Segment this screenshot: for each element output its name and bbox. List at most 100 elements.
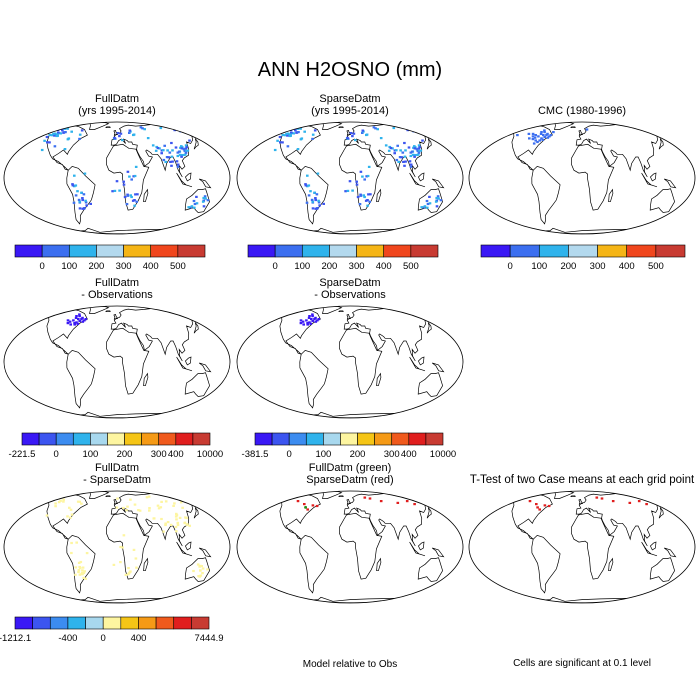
grid-cell bbox=[75, 184, 78, 186]
grid-cell bbox=[316, 505, 319, 507]
grid-cell bbox=[420, 206, 423, 208]
grid-cell bbox=[380, 137, 383, 139]
grid-cell bbox=[403, 165, 406, 167]
colorbar-swatch bbox=[178, 245, 205, 257]
grid-cell bbox=[184, 522, 187, 524]
grid-cell bbox=[423, 497, 426, 499]
grid-cell bbox=[364, 497, 367, 499]
coastline-africa bbox=[107, 513, 149, 579]
colorbar-swatch bbox=[656, 245, 685, 257]
grid-cell bbox=[411, 151, 414, 153]
coastline-southAmerica bbox=[67, 166, 95, 224]
grid-cell bbox=[135, 567, 138, 569]
colorbar-swatch bbox=[340, 433, 357, 445]
grid-cell bbox=[186, 523, 189, 525]
grid-cell bbox=[183, 148, 186, 150]
grid-cell bbox=[73, 322, 76, 324]
coastline-newguinea bbox=[432, 548, 443, 557]
grid-cell bbox=[322, 203, 325, 205]
coastline-newguinea bbox=[664, 179, 675, 188]
grid-cell bbox=[74, 574, 77, 576]
colorbar-swatch bbox=[568, 245, 597, 257]
colorbar-swatch bbox=[275, 245, 302, 257]
colorbar-swatch bbox=[248, 245, 275, 257]
grid-cell bbox=[195, 196, 198, 198]
grid-cell bbox=[380, 500, 383, 502]
grid-cell bbox=[135, 166, 138, 168]
grid-cell bbox=[200, 565, 203, 567]
grid-cell bbox=[72, 319, 75, 321]
panel-title: FullDatm (green) bbox=[309, 462, 392, 474]
grid-cell bbox=[351, 190, 354, 192]
panel-title: T-Test of two Case means at each grid po… bbox=[470, 474, 695, 486]
coastline-iceland bbox=[339, 496, 343, 497]
grid-cell bbox=[297, 148, 300, 150]
grid-cell bbox=[629, 502, 632, 504]
grid-cell bbox=[314, 129, 317, 131]
grid-cell bbox=[418, 146, 421, 148]
colorbar-label: 10000 bbox=[197, 449, 223, 460]
coastline-madagascar bbox=[609, 559, 613, 571]
grid-cell bbox=[318, 204, 321, 206]
grid-cell bbox=[177, 166, 180, 168]
grid-cell bbox=[312, 207, 315, 209]
coastline-borneo bbox=[185, 542, 191, 550]
grid-cell bbox=[306, 175, 309, 177]
grid-cell bbox=[317, 173, 320, 175]
colorbar-label: 400 bbox=[376, 261, 392, 272]
grid-cell bbox=[528, 133, 531, 135]
grid-cell bbox=[124, 196, 127, 198]
grid-cell bbox=[361, 176, 364, 178]
colorbar-swatch bbox=[33, 617, 51, 629]
grid-cell bbox=[134, 504, 137, 506]
grid-cell bbox=[118, 135, 121, 137]
map-border bbox=[237, 122, 463, 234]
grid-cell bbox=[541, 139, 544, 141]
colorbar-swatch bbox=[86, 617, 104, 629]
grid-cell bbox=[534, 134, 537, 136]
grid-cell bbox=[313, 318, 316, 320]
coastline-iceland bbox=[106, 311, 110, 312]
colorbar-swatch bbox=[15, 245, 42, 257]
colorbar-cb_full: 0 100 200 300 400 500 bbox=[15, 245, 205, 272]
colorbar-swatch bbox=[56, 433, 73, 445]
colorbar-swatch bbox=[159, 433, 176, 445]
colorbar-swatch bbox=[50, 617, 68, 629]
grid-cell bbox=[179, 517, 182, 519]
coastline-madagascar bbox=[144, 190, 148, 202]
coastline-southAmerica bbox=[300, 535, 328, 593]
grid-cell bbox=[75, 566, 78, 568]
grid-cell bbox=[300, 138, 303, 140]
grid-cell bbox=[202, 201, 205, 203]
grid-cell bbox=[122, 507, 125, 509]
grid-cell bbox=[295, 126, 298, 128]
grid-cell bbox=[303, 131, 306, 133]
grid-cell bbox=[548, 505, 551, 507]
grid-cell bbox=[287, 145, 290, 147]
colorbar-swatch bbox=[289, 433, 306, 445]
grid-cell bbox=[85, 204, 88, 206]
grid-cell bbox=[311, 315, 314, 317]
grid-cell bbox=[418, 144, 421, 146]
colorbar-label: 300 bbox=[349, 261, 365, 272]
grid-cell bbox=[309, 323, 312, 325]
grid-cell bbox=[166, 149, 169, 151]
grid-cell bbox=[400, 156, 403, 158]
grid-cell bbox=[85, 578, 88, 580]
coastline-borneo bbox=[418, 173, 424, 181]
coastline-africa bbox=[340, 513, 382, 579]
grid-cell bbox=[312, 504, 315, 506]
grid-cell bbox=[638, 500, 641, 502]
grid-cell bbox=[84, 200, 87, 202]
grid-cell bbox=[148, 496, 151, 498]
panel-title: SparseDatm bbox=[319, 93, 380, 105]
grid-cell bbox=[117, 132, 120, 134]
grid-cell bbox=[49, 134, 52, 136]
grid-cell bbox=[187, 150, 190, 152]
colorbar-label: 400 bbox=[168, 449, 184, 460]
grid-cell bbox=[359, 203, 362, 205]
coastline-northAmerica bbox=[501, 494, 553, 540]
grid-cell bbox=[78, 501, 81, 503]
grid-cell bbox=[543, 136, 546, 138]
grid-cell bbox=[78, 569, 81, 571]
